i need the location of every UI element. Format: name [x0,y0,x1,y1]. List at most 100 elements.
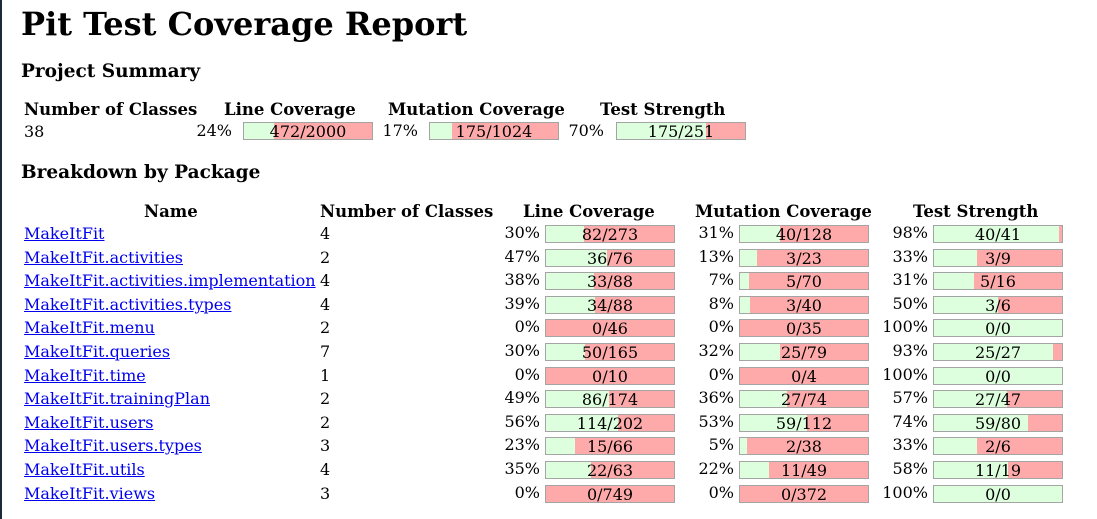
package-link[interactable]: MakeItFit.users.types [24,436,202,455]
row-line-pct: 39% [504,294,540,313]
class-count: 2 [320,318,331,337]
package-link[interactable]: MakeItFit.activities.implementation [24,271,316,290]
summary-mutation-label: 175/1024 [455,122,533,140]
row-mutation-bar: 11/49 [739,461,869,479]
package-link[interactable]: MakeItFit.activities.types [24,295,232,314]
row-mutation-fill [740,297,750,313]
row-line-label: 50/165 [581,343,639,361]
row-strength-bar: 5/16 [933,272,1063,290]
row-line-fill [546,273,594,289]
row-mutation-bar: 27/74 [739,390,869,408]
left-border [0,0,2,519]
row-strength-label: 25/27 [974,343,1022,361]
class-count: 4 [320,460,331,479]
row-mutation-label: 0/35 [786,319,822,337]
package-link[interactable]: MakeItFit.views [24,484,156,503]
row-line-bar: 36/76 [545,249,675,267]
row-strength-fill [934,438,977,454]
package-link[interactable]: MakeItFit.menu [24,318,155,337]
row-mutation-label: 3/23 [786,249,822,267]
row-line-bar: 0/749 [545,485,675,503]
row-strength-pct: 33% [892,247,928,266]
row-strength-fill [934,462,1009,478]
package-link[interactable]: MakeItFit.utils [24,460,145,479]
summary-line-label: 472/2000 [269,122,347,140]
row-strength-pct: 31% [892,270,928,289]
row-strength-bar: 25/27 [933,343,1063,361]
summary-header-line: Line Coverage [224,100,356,119]
row-mutation-fill [740,391,787,407]
row-strength-pct: 57% [892,388,928,407]
row-strength-fill [934,273,975,289]
row-line-pct: 47% [504,247,540,266]
row-strength-label: 11/19 [974,461,1022,479]
row-strength-fill [934,486,1062,502]
row-mutation-label: 0/372 [780,485,828,503]
row-mutation-pct: 8% [708,294,734,313]
row-strength-bar: 2/6 [933,437,1063,455]
package-link[interactable]: MakeItFit.activities [24,248,183,267]
row-line-bar: 50/165 [545,343,675,361]
class-count: 3 [320,436,331,455]
row-mutation-fill [740,344,781,360]
row-line-pct: 23% [504,435,540,454]
package-link[interactable]: MakeItFit.users [24,413,154,432]
row-line-pct: 0% [514,483,540,502]
page-title: Pit Test Coverage Report [21,5,468,43]
row-strength-label: 0/0 [985,485,1011,503]
row-strength-bar: 3/9 [933,249,1063,267]
row-line-label: 82/273 [581,225,639,243]
row-mutation-fill [740,226,781,242]
row-line-fill [546,415,619,431]
row-strength-pct: 100% [882,317,928,336]
row-line-fill [546,297,596,313]
row-strength-pct: 58% [892,459,928,478]
row-mutation-bar: 0/4 [739,367,869,385]
summary-line-bar: 472/2000 [243,122,373,140]
row-strength-label: 3/6 [985,296,1011,314]
row-strength-pct: 98% [892,223,928,242]
row-mutation-pct: 0% [708,317,734,336]
row-mutation-label: 0/4 [791,367,817,385]
breakdown-header-classes: Number of Classes [320,202,494,221]
row-mutation-bar: 5/70 [739,272,869,290]
package-link[interactable]: MakeItFit [24,224,105,243]
row-line-bar: 0/10 [545,367,675,385]
row-line-label: 36/76 [586,249,634,267]
row-mutation-pct: 53% [698,412,734,431]
row-strength-bar: 27/47 [933,390,1063,408]
row-strength-label: 5/16 [980,272,1016,290]
row-mutation-bar: 40/128 [739,225,869,243]
package-link[interactable]: MakeItFit.trainingPlan [24,389,210,408]
row-strength-fill [934,320,1062,336]
class-count: 4 [320,295,331,314]
row-mutation-label: 40/128 [775,225,833,243]
row-strength-bar: 0/0 [933,319,1063,337]
row-mutation-fill [740,438,747,454]
row-line-fill [546,391,610,407]
row-strength-label: 27/47 [974,390,1022,408]
row-strength-label: 3/9 [985,249,1011,267]
row-mutation-pct: 32% [698,341,734,360]
row-line-label: 33/88 [586,272,634,290]
class-count: 4 [320,271,331,290]
row-strength-label: 0/0 [985,367,1011,385]
row-mutation-pct: 0% [708,483,734,502]
row-mutation-fill [740,250,757,266]
package-link[interactable]: MakeItFit.queries [24,342,171,361]
row-line-bar: 33/88 [545,272,675,290]
class-count: 1 [320,366,331,385]
row-strength-bar: 3/6 [933,296,1063,314]
row-line-bar: 34/88 [545,296,675,314]
project-summary-heading: Project Summary [21,61,201,82]
breakdown-header-line: Line Coverage [523,202,655,221]
row-line-label: 0/46 [592,319,628,337]
row-strength-fill [934,368,1062,384]
package-link[interactable]: MakeItFit.time [24,366,146,385]
row-line-pct: 0% [514,317,540,336]
row-mutation-bar: 25/79 [739,343,869,361]
summary-header-classes: Number of Classes [24,100,198,119]
breakdown-heading: Breakdown by Package [21,162,261,183]
row-line-label: 0/749 [586,485,634,503]
row-strength-pct: 50% [892,294,928,313]
